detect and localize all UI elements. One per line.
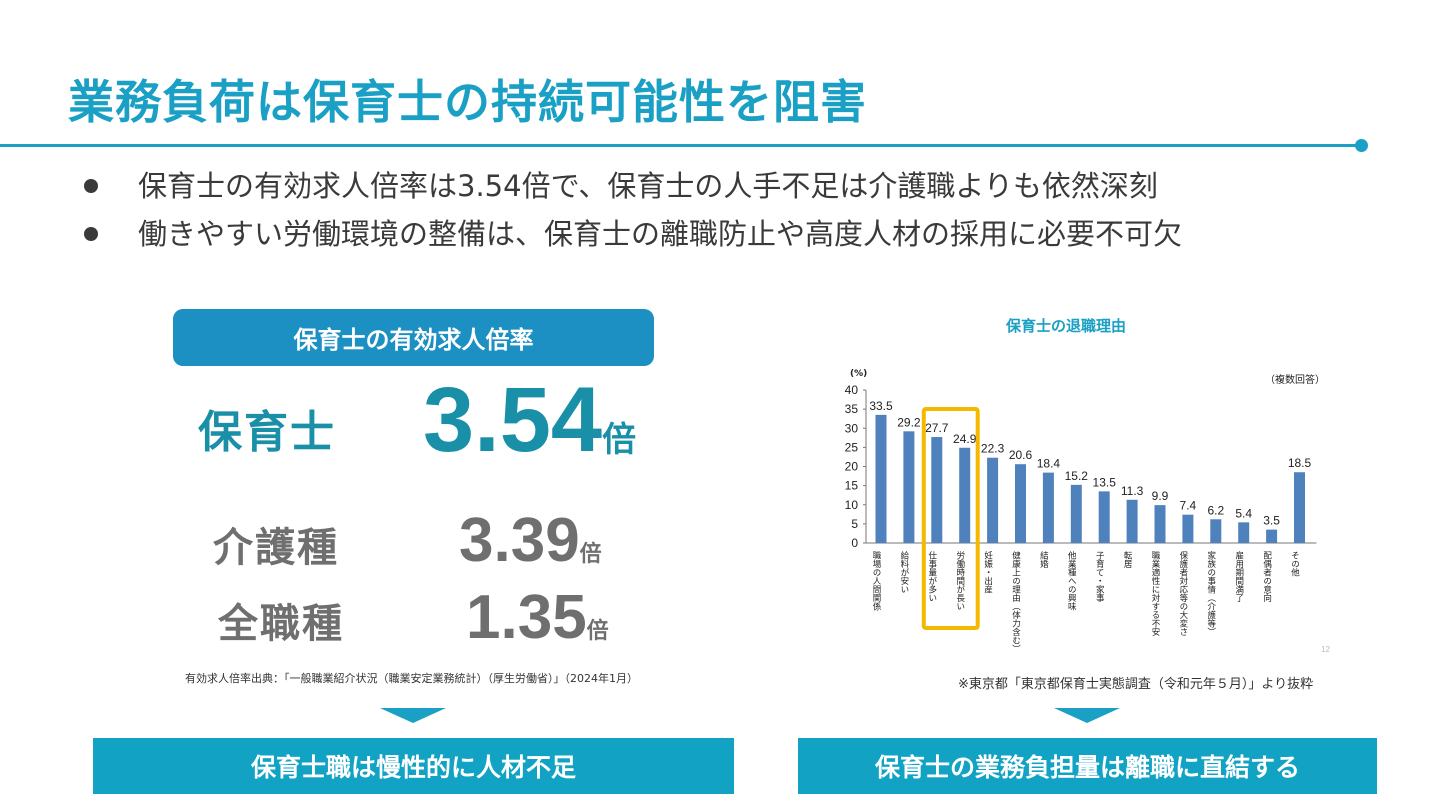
conclusion-right: 保育士の業務負担量は離職に直結する xyxy=(798,738,1377,794)
ratio-value-all: 1.35倍 xyxy=(466,582,609,653)
y-tick-label: 10 xyxy=(845,498,859,512)
chart-bar xyxy=(987,457,999,543)
category-label: 仕事量が多い xyxy=(927,550,937,602)
ratio-unit: 倍 xyxy=(579,542,602,567)
bullet-text: 保育士の有効求人倍率は3.54倍で、保育士の人手不足は介護職よりも依然深刻 xyxy=(138,169,1158,203)
category-label: 配偶者の意向 xyxy=(1262,551,1272,602)
chart-bar xyxy=(1182,514,1194,543)
chart-bar xyxy=(1070,484,1082,543)
chart-bar xyxy=(1294,472,1305,543)
y-tick-label: 0 xyxy=(851,536,858,550)
chart-bar xyxy=(931,437,943,543)
ratio-source: 有効求人倍率出典：「一般職業紹介状況（職業安定業務統計）（厚生労働省）」（202… xyxy=(185,672,638,685)
bar-value-label: 3.5 xyxy=(1263,514,1280,528)
ratio-value-kaigo: 3.39倍 xyxy=(459,505,602,576)
chart-bar xyxy=(959,447,971,543)
bar-value-label: 7.4 xyxy=(1180,499,1197,513)
category-label: 子育て・家事 xyxy=(1094,551,1104,602)
bullet-item: 保育士の有効求人倍率は3.54倍で、保育士の人手不足は介護職よりも依然深刻 xyxy=(84,162,1182,210)
ratio-value-hoikushi: 3.54倍 xyxy=(423,368,636,473)
bar-value-label: 18.5 xyxy=(1288,456,1312,470)
y-tick-label: 15 xyxy=(845,479,859,493)
highlight-box xyxy=(921,407,980,630)
bar-value-label: 5.4 xyxy=(1235,506,1252,520)
bar-value-label: 15.2 xyxy=(1065,469,1089,483)
bullet-item: 働きやすい労働環境の整備は、保育士の離職防止や高度人材の採用に必要不可欠 xyxy=(84,210,1182,258)
ratio-label-kaigo: 介護種 xyxy=(213,525,339,571)
category-label: 給料が安い xyxy=(899,550,909,593)
y-tick-label: 5 xyxy=(851,517,858,531)
chart-bar xyxy=(1238,522,1250,543)
ratio-number: 3.39 xyxy=(459,506,580,575)
ratio-unit: 倍 xyxy=(602,420,637,460)
category-label: 職業適性に対する不安 xyxy=(1150,551,1160,637)
chart-source-note: ※東京都「東京都保育士実態調査（令和元年５月）」より抜粋 xyxy=(958,677,1314,692)
bar-value-label: 27.7 xyxy=(925,421,949,435)
category-label: 保護者対応等の大変さ xyxy=(1178,550,1188,636)
category-label: 結婚 xyxy=(1038,550,1048,569)
category-label: その他 xyxy=(1290,551,1300,577)
bullet-dot-icon xyxy=(84,227,98,241)
bullet-dot-icon xyxy=(84,179,98,193)
bar-value-label: 22.3 xyxy=(981,442,1005,456)
chart-bar xyxy=(1015,464,1026,543)
category-label: 妊娠・出産 xyxy=(983,550,993,594)
bar-value-label: 9.9 xyxy=(1152,489,1169,503)
chart-bar xyxy=(1210,519,1222,543)
category-label: 労働時間が長い xyxy=(955,550,965,610)
category-label: 雇用期間満了 xyxy=(1234,550,1244,602)
y-tick-label: 25 xyxy=(845,440,859,454)
ratio-label-hoikushi: 保育士 xyxy=(198,407,336,458)
page-title: 業務負荷は保育士の持続可能性を阻害 xyxy=(68,75,867,129)
page-number: 12 xyxy=(1321,645,1330,654)
bar-value-label: 33.5 xyxy=(869,399,893,413)
bullet-text: 働きやすい労働環境の整備は、保育士の離職防止や高度人材の採用に必要不可欠 xyxy=(138,217,1183,251)
arrow-down-icon xyxy=(1054,708,1120,723)
bullet-list: 保育士の有効求人倍率は3.54倍で、保育士の人手不足は介護職よりも依然深刻 働き… xyxy=(84,162,1182,258)
arrow-down-icon xyxy=(380,708,446,723)
bar-value-label: 18.4 xyxy=(1037,457,1061,471)
ratio-unit: 倍 xyxy=(586,619,609,644)
category-label: 転居 xyxy=(1122,551,1132,569)
bar-value-label: 20.6 xyxy=(1009,448,1033,462)
chart-bar xyxy=(1098,491,1110,543)
chart-title: 保育士の退職理由 xyxy=(1006,317,1127,335)
chart-annotation: （複数回答） xyxy=(1265,373,1325,386)
bar-value-label: 29.2 xyxy=(897,415,921,429)
ratio-number: 1.35 xyxy=(466,583,587,652)
chart-bar xyxy=(1266,529,1278,543)
ratio-header: 保育士の有効求人倍率 xyxy=(173,309,654,366)
y-tick-label: 40 xyxy=(845,383,859,397)
chart-bar xyxy=(903,431,915,543)
ratio-number: 3.54 xyxy=(423,369,603,471)
conclusion-left: 保育士職は慢性的に人材不足 xyxy=(93,738,734,794)
bar-value-label: 13.5 xyxy=(1093,475,1117,489)
resignation-reasons-chart: 0 5 10 15 20 25 30 35 40 (%) （複数回答） 33.5 職場の人間関係 29.2… xyxy=(845,369,1331,654)
y-tick-label: 20 xyxy=(845,460,859,474)
category-label: 健康上の理由（体力含む） xyxy=(1011,550,1021,653)
bar-value-label: 24.9 xyxy=(953,432,977,446)
bar-value-label: 6.2 xyxy=(1207,503,1224,517)
chart-bar xyxy=(875,414,887,543)
bar-value-label: 11.3 xyxy=(1121,484,1144,498)
title-divider-dot xyxy=(1355,139,1368,152)
category-label: 家族の事情（介護等） xyxy=(1206,550,1216,636)
y-tick-label: 35 xyxy=(845,402,859,416)
chart-bar xyxy=(1154,505,1166,543)
category-label: 他業種への興味 xyxy=(1066,550,1076,611)
chart-bar xyxy=(1126,499,1138,543)
category-label: 職場の人間関係 xyxy=(871,551,881,611)
ratio-label-all: 全職種 xyxy=(218,601,344,647)
chart-bar xyxy=(1042,472,1054,543)
y-tick-label: 30 xyxy=(845,421,859,435)
y-axis-label: (%) xyxy=(850,369,867,379)
title-divider xyxy=(0,144,1362,147)
